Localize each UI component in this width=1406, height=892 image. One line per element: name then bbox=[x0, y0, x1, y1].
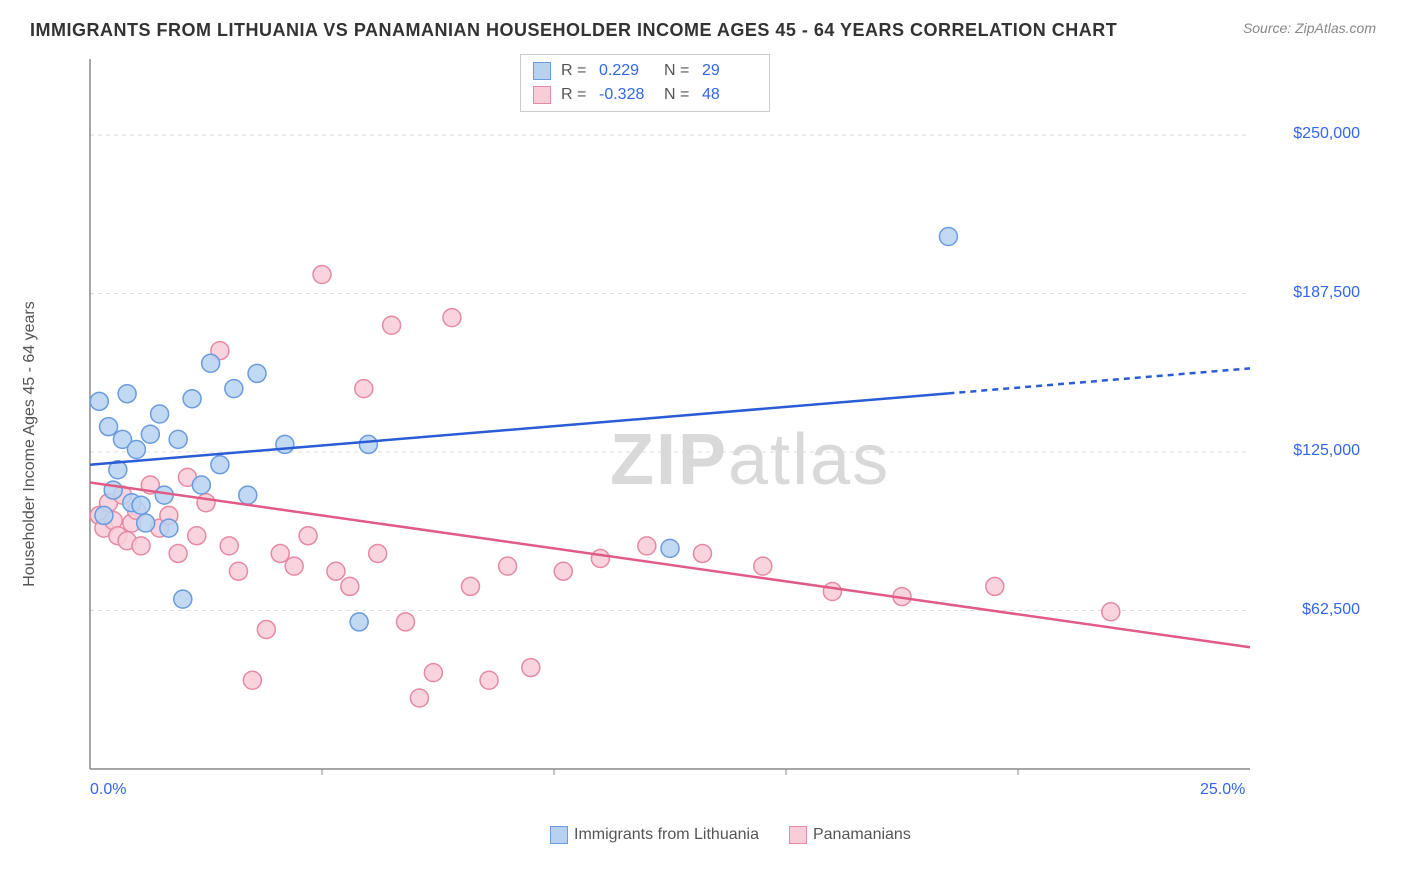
source-attribution: Source: ZipAtlas.com bbox=[1243, 20, 1376, 36]
n-label: N = bbox=[664, 83, 692, 107]
n-value: 48 bbox=[702, 83, 757, 107]
x-tick-label: 0.0% bbox=[90, 781, 126, 799]
x-tick-label: 25.0% bbox=[1200, 781, 1245, 799]
r-label: R = bbox=[561, 83, 589, 107]
correlation-legend: R = 0.229 N = 29 R = -0.328 N = 48 bbox=[520, 54, 770, 112]
r-value: -0.328 bbox=[599, 83, 654, 107]
n-value: 29 bbox=[702, 59, 757, 83]
series-swatch bbox=[550, 826, 568, 844]
series-swatch bbox=[789, 826, 807, 844]
r-label: R = bbox=[561, 59, 589, 83]
n-label: N = bbox=[664, 59, 692, 83]
legend-item: Panamanians bbox=[789, 826, 911, 844]
r-value: 0.229 bbox=[599, 59, 654, 83]
series-legend: Immigrants from Lithuania Panamanians bbox=[550, 826, 911, 844]
plot-area: Householder Income Ages 45 - 64 years ZI… bbox=[40, 49, 1370, 839]
series-name: Immigrants from Lithuania bbox=[574, 826, 759, 843]
series-name: Panamanians bbox=[813, 826, 911, 843]
series-swatch bbox=[533, 86, 551, 104]
y-tick-label: $62,500 bbox=[1302, 601, 1360, 619]
scatter-chart bbox=[80, 49, 1360, 809]
y-axis-label: Householder Income Ages 45 - 64 years bbox=[21, 301, 39, 587]
series-swatch bbox=[533, 62, 551, 80]
legend-item: Immigrants from Lithuania bbox=[550, 826, 759, 844]
y-tick-label: $187,500 bbox=[1293, 284, 1360, 302]
y-tick-label: $250,000 bbox=[1293, 125, 1360, 143]
y-tick-label: $125,000 bbox=[1293, 442, 1360, 460]
correlation-row: R = 0.229 N = 29 bbox=[533, 59, 757, 83]
correlation-row: R = -0.328 N = 48 bbox=[533, 83, 757, 107]
chart-title: IMMIGRANTS FROM LITHUANIA VS PANAMANIAN … bbox=[30, 20, 1117, 41]
